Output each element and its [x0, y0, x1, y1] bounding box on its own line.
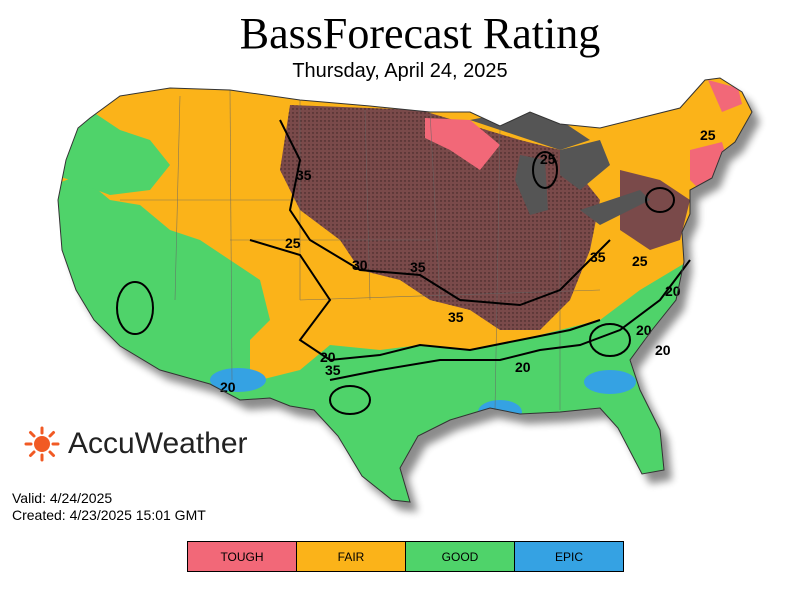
- rating-legend: TOUGH FAIR GOOD EPIC: [187, 541, 624, 572]
- legend-epic: EPIC: [515, 542, 623, 571]
- contour-label: 20: [515, 359, 531, 375]
- contour-label: 25: [285, 235, 301, 251]
- state-borders: [120, 89, 601, 411]
- contour-label: 30: [352, 257, 368, 273]
- contour-label: 35: [325, 362, 341, 378]
- accuweather-logo: AccuWeather: [24, 424, 248, 464]
- contour-label: 20: [665, 283, 681, 299]
- contour-label: 35: [590, 249, 606, 265]
- page-title: BassForecast Rating: [239, 9, 601, 58]
- legend-tough: TOUGH: [188, 542, 297, 571]
- contour-label: 25: [540, 151, 556, 167]
- tough-patch: [425, 118, 500, 170]
- tough-patch: [708, 80, 742, 112]
- contour-label: 20: [320, 349, 336, 365]
- great-lakes: [560, 140, 610, 190]
- contour-label-group: 35 35 30 35 35 35 25 25 20 20 20 25 20 2…: [220, 127, 716, 395]
- great-lakes: [515, 155, 548, 215]
- contour-label: 20: [636, 322, 652, 338]
- created-date: Created: 4/23/2025 15:01 GMT: [12, 507, 206, 523]
- forecast-date: Thursday, April 24, 2025: [292, 60, 508, 82]
- legend-fair: FAIR: [297, 542, 406, 571]
- brand-name: AccuWeather: [68, 427, 248, 460]
- contour-label: 20: [655, 342, 671, 358]
- contour-label: 35: [410, 259, 426, 275]
- contour-label: 20: [220, 379, 236, 395]
- epic-patch: [210, 368, 266, 392]
- contour-label: 35: [448, 309, 464, 325]
- tough-patch: [690, 142, 730, 195]
- great-lakes: [580, 190, 650, 225]
- contour-lines: [116, 119, 691, 415]
- valid-date: Valid: 4/24/2025: [12, 490, 113, 506]
- contour-label: 35: [296, 167, 312, 183]
- legend-good: GOOD: [406, 542, 515, 571]
- contour-label: 25: [700, 127, 716, 143]
- epic-patch: [584, 370, 636, 394]
- sun-icon: [24, 426, 60, 462]
- contour-label: 25: [632, 253, 648, 269]
- hatched-region-northeast: [620, 170, 690, 250]
